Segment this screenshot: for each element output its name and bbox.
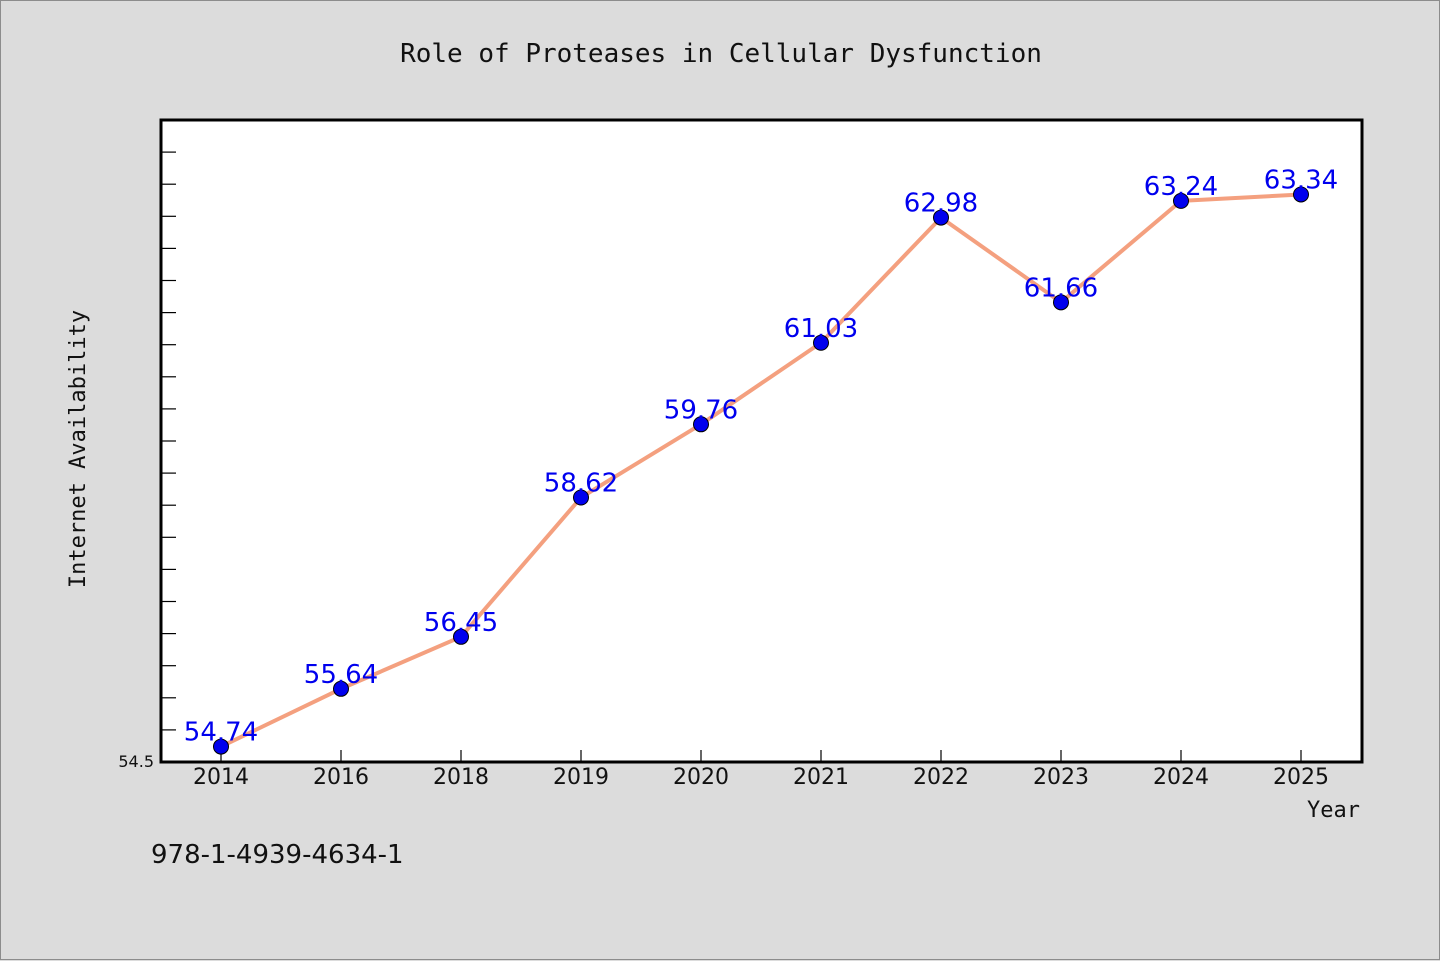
data-point [213,738,229,755]
data-point [333,680,349,697]
series-line [219,192,1303,749]
x-tick-label: 2018 [433,765,489,790]
data-label: 63.34 [1264,165,1338,195]
x-tick-label: 2016 [313,765,369,790]
data-label: 56.45 [424,608,498,638]
data-point [1293,186,1309,203]
y-axis-ticks [161,151,176,731]
x-axis-tick-labels: 2014 2016 2018 2019 2020 2021 2022 2023 2024 2025 [193,765,1329,790]
x-tick-label: 2020 [673,765,729,790]
data-label: 61.03 [784,314,858,344]
chart-title: Role of Proteases in Cellular Dysfunctio… [400,39,1042,69]
data-label: 61.66 [1024,273,1098,303]
data-point [693,416,709,433]
x-axis-label: Year [1307,798,1360,823]
data-label: 55.64 [304,660,378,690]
y-tick-label: 54.5 [118,752,154,771]
data-label: 62.98 [904,189,978,219]
data-point [573,489,589,506]
data-label: 59.76 [664,395,738,425]
data-point [813,334,829,351]
x-tick-label: 2021 [793,765,849,790]
isbn-text: 978-1-4939-4634-1 [151,840,404,870]
y-axis-label: Internet Availability [66,310,91,588]
x-tick-label: 2025 [1273,765,1329,790]
x-axis-ticks [220,750,1302,762]
plot-area [159,118,1364,764]
series-markers [213,186,1309,755]
x-tick-label: 2024 [1153,765,1209,790]
data-point [933,209,949,226]
x-tick-label: 2014 [193,765,249,790]
data-point [1053,294,1069,311]
data-label: 58.62 [544,468,618,498]
x-tick-label: 2023 [1033,765,1089,790]
data-label: 54.74 [184,718,258,748]
x-tick-label: 2019 [553,765,609,790]
x-tick-label: 2022 [913,765,969,790]
data-label: 63.24 [1144,172,1218,202]
data-point [1173,192,1189,209]
data-labels: 54.74 55.64 56.45 58.62 59.76 61.03 62.98 61.66… [184,165,1338,747]
data-point [453,628,469,645]
